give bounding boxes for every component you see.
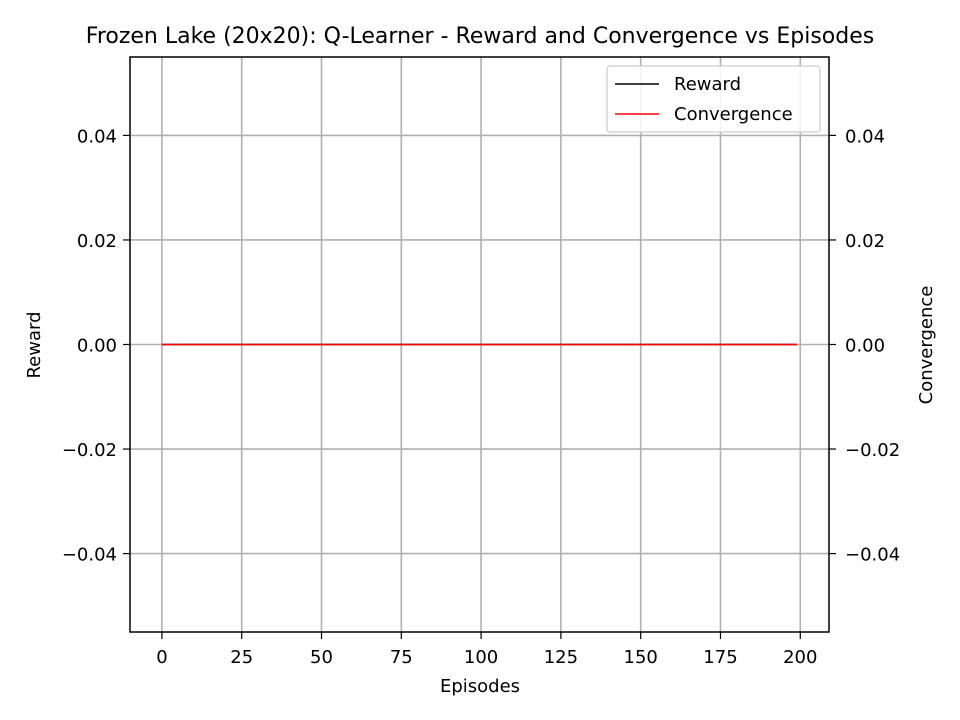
x-tick-label: 0 (156, 647, 167, 668)
y-ticks: −0.04 −0.02 0.00 0.02 0.04 (62, 126, 130, 566)
y2-tick-label: 0.04 (845, 126, 885, 147)
x-axis-label: Episodes (440, 676, 520, 697)
y-tick-label: −0.04 (62, 545, 117, 566)
x-tick-label: 50 (310, 647, 333, 668)
y2-tick-label: −0.02 (845, 440, 900, 461)
x-tick-label: 175 (703, 647, 737, 668)
legend-label-convergence: Convergence (674, 104, 793, 125)
y2-tick-label: 0.02 (845, 231, 885, 252)
y2-tick-label: 0.00 (845, 336, 885, 357)
y-axis-label: Reward (24, 311, 45, 378)
x-tick-label: 75 (390, 647, 413, 668)
y-tick-label: 0.02 (77, 231, 117, 252)
x-tick-label: 125 (544, 647, 578, 668)
legend: Reward Convergence (606, 65, 821, 133)
y-tick-label: −0.02 (62, 440, 117, 461)
x-ticks: 0 25 50 75 100 125 150 175 200 (156, 632, 817, 668)
x-tick-label: 150 (624, 647, 658, 668)
x-tick-label: 200 (783, 647, 817, 668)
y2-axis-label: Convergence (916, 286, 937, 405)
x-tick-label: 25 (230, 647, 253, 668)
y2-ticks: −0.04 −0.02 0.00 0.02 0.04 (829, 126, 900, 566)
chart-title: Frozen Lake (20x20): Q-Learner - Reward … (86, 24, 874, 49)
legend-label-reward: Reward (674, 74, 741, 95)
y-tick-label: 0.04 (77, 126, 117, 147)
y2-tick-label: −0.04 (845, 545, 900, 566)
y-tick-label: 0.00 (77, 336, 117, 357)
x-tick-label: 100 (464, 647, 498, 668)
legend-box (606, 65, 821, 133)
